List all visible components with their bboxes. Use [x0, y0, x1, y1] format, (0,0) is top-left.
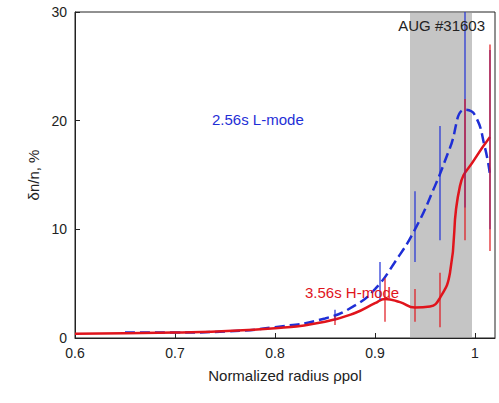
svg-text:0.8: 0.8: [265, 345, 285, 361]
svg-text:AUG #31603: AUG #31603: [398, 17, 485, 34]
svg-text:0.6: 0.6: [65, 345, 85, 361]
svg-text:δn/n, %: δn/n, %: [25, 150, 42, 201]
svg-text:20: 20: [51, 113, 67, 129]
svg-text:30: 30: [51, 4, 67, 20]
svg-text:Normalized radius ρpol: Normalized radius ρpol: [208, 367, 362, 384]
svg-text:3.56s H-mode: 3.56s H-mode: [305, 284, 399, 301]
svg-text:10: 10: [51, 221, 67, 237]
svg-text:0.7: 0.7: [165, 345, 185, 361]
svg-text:0: 0: [59, 330, 67, 346]
svg-text:0.9: 0.9: [365, 345, 385, 361]
svg-text:1: 1: [471, 345, 479, 361]
svg-text:2.56s L-mode: 2.56s L-mode: [212, 111, 304, 128]
